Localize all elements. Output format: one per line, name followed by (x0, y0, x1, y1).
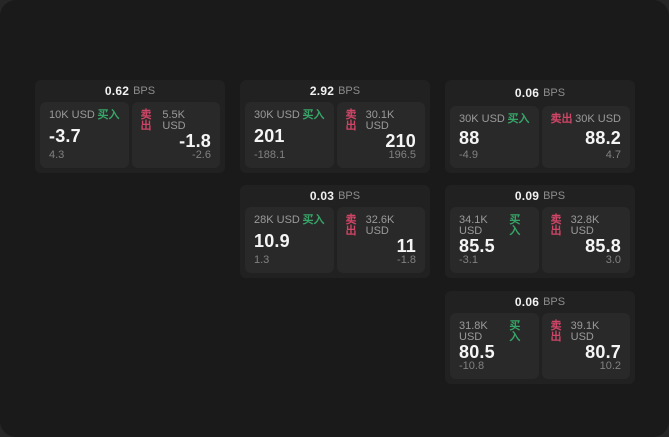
spread-value: 0.06 (514, 86, 540, 100)
buy-label: 买入 (97, 109, 120, 121)
buy-size: 28K USD (254, 214, 300, 226)
quote-card: 2.92 BPS 30K USD 买入 201 -188.1 卖出 30.1K … (240, 80, 430, 173)
buy-panel[interactable]: 28K USD 买入 10.9 1.3 (245, 207, 334, 273)
buy-price: 80.5 (459, 342, 495, 362)
buy-price: 85.5 (459, 236, 495, 256)
sell-size: 5.5K USD (162, 109, 186, 132)
sell-panel[interactable]: 卖出 32.6K USD 11 -1.8 (336, 207, 425, 273)
buy-label: 买入 (509, 214, 521, 237)
quote-card: 0.03 BPS 28K USD 买入 10.9 1.3 卖出 32.6K US… (240, 185, 430, 278)
bps-unit-label: BPS (543, 190, 566, 202)
buy-label: 买入 (302, 109, 325, 121)
quote-card: 0.06 BPS 30K USD 买入 88 -4.9 卖出 30K USD 8… (445, 80, 635, 173)
sell-label: 卖出 (345, 214, 357, 237)
quote-panels: 30K USD 买入 201 -188.1 卖出 30.1K USD 210 1… (245, 102, 425, 168)
sell-size: 32.8K USD (570, 214, 600, 237)
quote-panels: 10K USD 买入 -3.7 4.3 卖出 5.5K USD -1.8 -2.… (40, 102, 220, 168)
sell-delta: -2.6 (192, 149, 211, 161)
sell-label: 卖出 (550, 214, 562, 237)
buy-price: 10.9 (254, 230, 290, 251)
buy-panel[interactable]: 10K USD 买入 -3.7 4.3 (40, 102, 129, 168)
quote-panels: 34.1K USD 买入 85.5 -3.1 卖出 32.8K USD 85.8… (450, 207, 630, 273)
spread-header: 2.92 BPS (245, 80, 425, 102)
buy-size: 30K USD (459, 113, 505, 125)
sell-label: 卖出 (140, 109, 152, 132)
quote-card: 0.09 BPS 34.1K USD 买入 85.5 -3.1 卖出 32.8K… (445, 185, 635, 278)
bps-unit-label: BPS (133, 85, 156, 97)
quote-card: 0.62 BPS 10K USD 买入 -3.7 4.3 卖出 5.5K USD… (35, 80, 225, 173)
spread-header: 0.09 BPS (450, 185, 630, 207)
sell-price: -1.8 (179, 131, 211, 151)
buy-panel[interactable]: 30K USD 买入 88 -4.9 (450, 106, 539, 168)
buy-delta: -3.1 (459, 254, 478, 266)
sell-size: 32.6K USD (365, 214, 395, 237)
sell-price: 210 (385, 131, 416, 151)
sell-label: 卖出 (550, 320, 562, 343)
sell-delta: 196.5 (388, 149, 416, 161)
sell-panel[interactable]: 卖出 5.5K USD -1.8 -2.6 (131, 102, 220, 168)
buy-size: 30K USD (254, 109, 300, 121)
quote-panels: 30K USD 买入 88 -4.9 卖出 30K USD 88.2 4.7 (450, 106, 630, 168)
sell-size: 39.1K USD (570, 320, 600, 343)
bps-unit-label: BPS (543, 296, 566, 308)
buy-size: 34.1K USD (459, 214, 488, 237)
buy-size: 31.8K USD (459, 320, 488, 343)
bps-unit-label: BPS (338, 190, 361, 202)
buy-delta: 4.3 (49, 149, 65, 161)
bps-unit-label: BPS (338, 85, 361, 97)
buy-delta: -4.9 (459, 149, 478, 161)
spread-header: 0.03 BPS (245, 185, 425, 207)
sell-label: 卖出 (550, 113, 573, 125)
buy-price: -3.7 (49, 125, 81, 146)
sell-panel[interactable]: 卖出 39.1K USD 80.7 10.2 (541, 313, 630, 379)
quote-panels: 31.8K USD 买入 80.5 -10.8 卖出 39.1K USD 80.… (450, 313, 630, 379)
sell-price: 11 (396, 236, 416, 256)
buy-panel[interactable]: 31.8K USD 买入 80.5 -10.8 (450, 313, 539, 379)
sell-label: 卖出 (345, 109, 357, 132)
buy-label: 买入 (509, 320, 521, 343)
sell-size: 30K USD (575, 113, 621, 125)
spread-value: 2.92 (309, 84, 335, 98)
buy-panel[interactable]: 34.1K USD 买入 85.5 -3.1 (450, 207, 539, 273)
spread-value: 0.09 (514, 189, 540, 203)
spread-header: 0.62 BPS (40, 80, 220, 102)
buy-label: 买入 (507, 113, 530, 125)
sell-price: 80.7 (585, 342, 621, 362)
buy-panel[interactable]: 30K USD 买入 201 -188.1 (245, 102, 334, 168)
sell-price: 85.8 (585, 236, 621, 256)
buy-label: 买入 (302, 214, 325, 226)
sell-panel[interactable]: 卖出 30.1K USD 210 196.5 (336, 102, 425, 168)
spread-value: 0.03 (309, 189, 335, 203)
buy-price: 88 (459, 127, 480, 148)
sell-delta: 4.7 (605, 149, 621, 161)
buy-delta: -188.1 (254, 149, 286, 161)
sell-delta: 3.0 (605, 254, 621, 266)
buy-delta: -10.8 (459, 360, 485, 372)
buy-delta: 1.3 (254, 254, 270, 266)
sell-panel[interactable]: 卖出 30K USD 88.2 4.7 (541, 106, 630, 168)
sell-delta: -1.8 (397, 254, 416, 266)
buy-price: 201 (254, 125, 285, 146)
spread-header: 0.06 BPS (450, 291, 630, 313)
quote-card: 0.06 BPS 31.8K USD 买入 80.5 -10.8 卖出 39.1… (445, 291, 635, 384)
buy-size: 10K USD (49, 109, 95, 121)
spread-value: 0.06 (514, 295, 540, 309)
quote-panels: 28K USD 买入 10.9 1.3 卖出 32.6K USD 11 -1.8 (245, 207, 425, 273)
sell-size: 30.1K USD (365, 109, 395, 132)
spread-header: 0.06 BPS (450, 80, 630, 106)
sell-panel[interactable]: 卖出 32.8K USD 85.8 3.0 (541, 207, 630, 273)
bps-unit-label: BPS (543, 87, 566, 99)
spread-value: 0.62 (104, 84, 130, 98)
sell-price: 88.2 (585, 127, 621, 148)
sell-delta: 10.2 (599, 360, 621, 372)
